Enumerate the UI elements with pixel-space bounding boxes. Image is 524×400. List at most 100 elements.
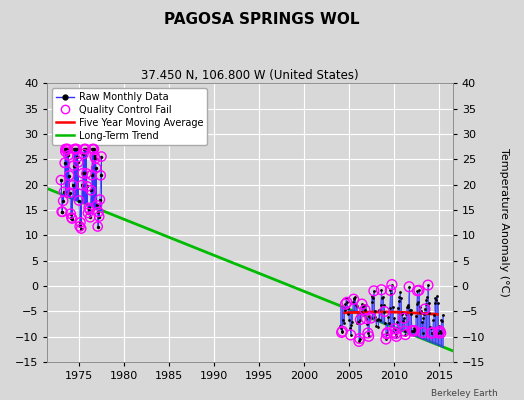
Point [387, 291, 395, 297]
Point [91, 155, 100, 162]
Point [64, 152, 73, 158]
Point [75, 223, 84, 230]
Point [375, 306, 384, 313]
Point [383, 331, 391, 337]
Point [95, 213, 103, 220]
Point [64, 152, 73, 158]
Point [74, 159, 82, 166]
Point [87, 187, 95, 194]
Point [82, 146, 90, 152]
Point [436, 330, 445, 336]
Point [94, 209, 103, 215]
Point [85, 206, 94, 213]
Point [339, 316, 347, 323]
Point [67, 210, 75, 217]
Point [341, 301, 350, 308]
Point [368, 298, 377, 305]
Point [60, 189, 68, 195]
Point [432, 297, 440, 304]
Point [88, 172, 96, 178]
Point [86, 214, 94, 220]
Point [75, 223, 84, 230]
Point [424, 300, 433, 307]
Point [369, 295, 377, 301]
Point [74, 159, 82, 166]
Point [420, 311, 429, 317]
Point [97, 153, 106, 160]
Point [383, 330, 391, 336]
Point [434, 330, 443, 336]
Point [71, 146, 79, 152]
Point [366, 314, 374, 320]
Point [72, 146, 80, 152]
Point [413, 288, 422, 294]
Point [386, 287, 395, 294]
Point [355, 338, 363, 344]
Point [79, 151, 88, 157]
Point [416, 304, 424, 310]
Point [385, 319, 393, 326]
Point [398, 311, 407, 317]
Point [88, 146, 96, 152]
Point [60, 189, 68, 195]
Point [91, 155, 100, 162]
Point [92, 165, 101, 171]
Point [388, 282, 396, 288]
Point [68, 215, 77, 222]
Point [410, 328, 419, 334]
Point [386, 305, 394, 312]
Point [436, 328, 444, 334]
Point [403, 304, 411, 311]
Point [414, 287, 423, 294]
Point [365, 333, 373, 340]
Point [63, 146, 71, 152]
Point [58, 209, 67, 215]
Point [426, 324, 434, 330]
Point [376, 317, 384, 324]
Point [372, 323, 380, 329]
Point [428, 330, 436, 336]
Point [435, 322, 443, 329]
Point [400, 315, 408, 322]
Point [79, 151, 88, 157]
Point [378, 294, 386, 301]
Point [66, 190, 74, 196]
Point [61, 148, 70, 155]
Point [383, 330, 391, 336]
Point [370, 288, 378, 294]
Point [78, 182, 86, 188]
Point [84, 205, 93, 211]
Point [389, 329, 398, 335]
Point [350, 296, 358, 302]
Point [82, 170, 91, 177]
Point [59, 198, 68, 204]
Point [386, 287, 395, 294]
Point [381, 336, 390, 342]
Point [437, 317, 445, 324]
Point [407, 311, 416, 317]
Point [367, 293, 376, 299]
Point [61, 146, 70, 152]
Point [65, 172, 73, 179]
Text: Berkeley Earth: Berkeley Earth [431, 389, 498, 398]
Point [92, 165, 101, 171]
Point [363, 321, 372, 328]
Point [70, 162, 78, 169]
Point [345, 317, 353, 323]
Point [395, 294, 403, 300]
Point [73, 154, 82, 160]
Point [70, 146, 79, 152]
Point [70, 162, 78, 169]
Point [341, 301, 350, 308]
Point [414, 287, 423, 294]
Point [354, 319, 362, 325]
Point [65, 172, 73, 179]
Point [84, 205, 93, 211]
Point [367, 315, 375, 321]
Point [347, 321, 356, 328]
Point [73, 154, 82, 160]
Point [388, 282, 396, 288]
Point [402, 311, 410, 317]
Point [355, 335, 364, 342]
Point [388, 304, 397, 310]
